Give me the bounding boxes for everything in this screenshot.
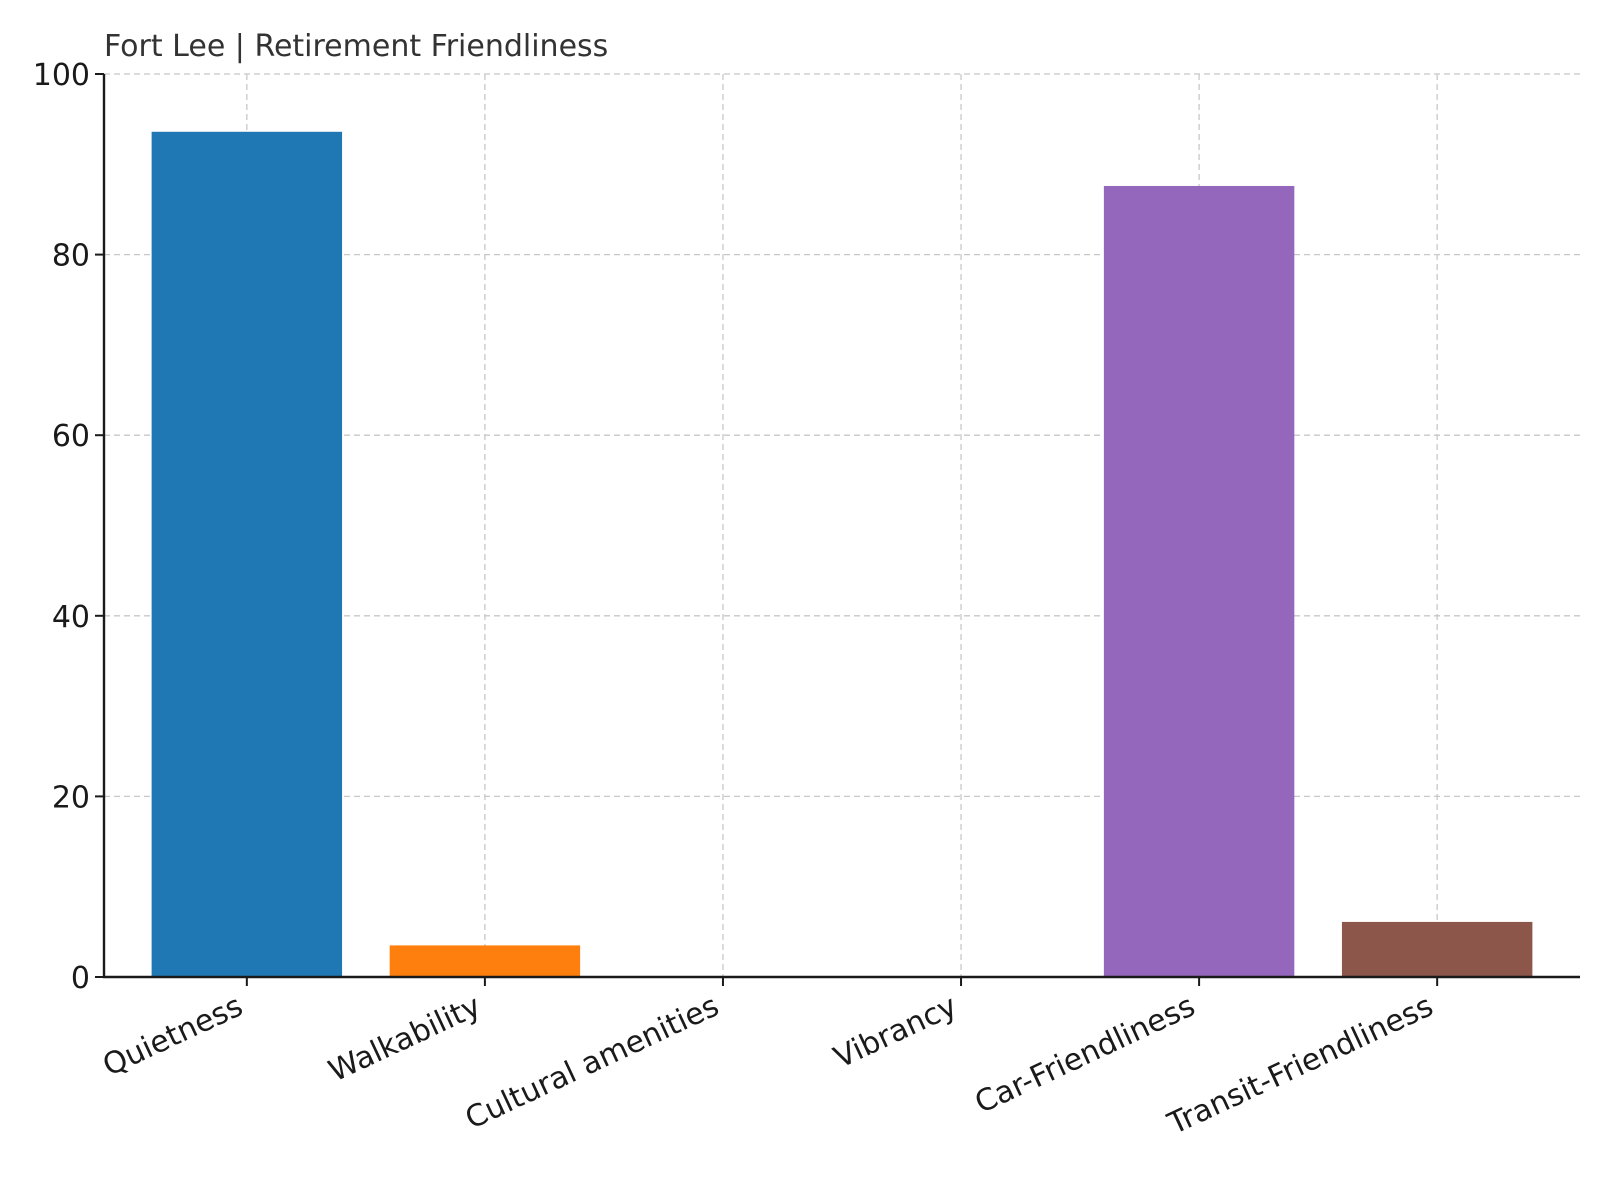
x-tick-label: Vibrancy — [829, 989, 963, 1076]
bar-transit-friendliness — [1341, 921, 1533, 977]
grid-lines — [104, 73, 1580, 977]
x-tick-label: Quietness — [98, 989, 249, 1084]
bar-quietness — [151, 131, 343, 978]
y-tick-label: 20 — [52, 780, 90, 815]
bar-walkability — [389, 945, 581, 977]
y-tick-label: 60 — [52, 419, 90, 454]
bar-car-friendliness — [1103, 185, 1295, 978]
x-tick-label: Walkability — [324, 989, 487, 1090]
y-tick-label: 0 — [71, 961, 90, 996]
x-tick-label: Cultural amenities — [460, 989, 724, 1137]
chart-title: Fort Lee | Retirement Friendliness — [104, 29, 608, 64]
bars — [151, 131, 1533, 978]
y-tick-label: 40 — [52, 600, 90, 635]
axes — [102, 74, 1580, 979]
y-tick-label: 80 — [52, 239, 90, 274]
x-tick-label: Car-Friendliness — [970, 989, 1201, 1121]
y-tick-label: 100 — [33, 58, 90, 93]
x-tick-label: Transit-Friendliness — [1162, 989, 1439, 1143]
